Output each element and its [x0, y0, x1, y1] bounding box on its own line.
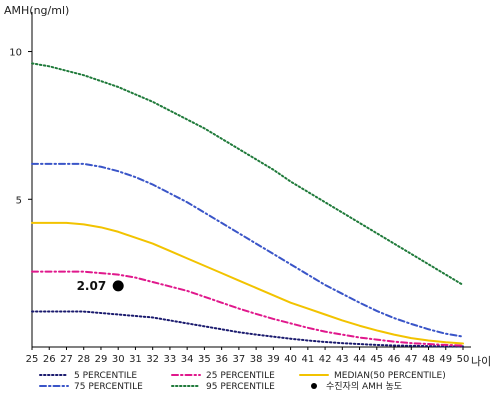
x-tick-label: 47	[405, 354, 418, 365]
series-line-5	[31, 62, 464, 286]
axes	[31, 12, 471, 348]
legend-label-patient: 수진자의 AMH 농도	[326, 381, 402, 392]
patient-marker: 2.07	[77, 279, 124, 293]
x-tick-label: 41	[301, 354, 314, 365]
x-tick-label: 49	[439, 354, 452, 365]
x-tick-label: 40	[284, 354, 297, 365]
x-tick-label: 48	[422, 354, 435, 365]
x-tick-label: 43	[336, 354, 349, 365]
patient-value-label: 2.07	[77, 279, 107, 293]
legend-label-3: MEDIAN(50 PERCENTILE)	[334, 371, 446, 381]
x-tick-label: 25	[26, 354, 39, 365]
patient-point	[112, 280, 124, 292]
x-ticks: 25 26 27 28 29 30 31 32 33 34 35 36 37 38 39 40 41 42 43 44…	[26, 347, 470, 365]
legend: 5 PERCENTILE 25 PERCENTILE MEDIAN(50 PERCE…	[39, 371, 446, 392]
series-line-2	[31, 270, 464, 347]
x-tick-label: 44	[353, 354, 366, 365]
y-tick-label: 10	[9, 48, 22, 59]
x-tick-label: 35	[198, 354, 211, 365]
x-tick-label: 30	[112, 354, 125, 365]
x-tick-label: 29	[95, 354, 108, 365]
series-line-4	[31, 162, 464, 338]
x-tick-label: 31	[129, 354, 142, 365]
legend-swatch-patient	[311, 383, 317, 389]
x-tick-label: 38	[250, 354, 263, 365]
series-lines	[31, 62, 464, 348]
x-tick-label: 42	[319, 354, 332, 365]
x-tick-label: 39	[267, 354, 280, 365]
x-tick-label: 46	[388, 354, 401, 365]
legend-label-2: 25 PERCENTILE	[206, 371, 275, 381]
x-tick-label: 27	[60, 354, 73, 365]
legend-label-4: 75 PERCENTILE	[74, 382, 143, 392]
x-axis-title: 나이	[471, 355, 491, 368]
x-tick-label: 32	[146, 354, 159, 365]
x-tick-label: 36	[215, 354, 228, 365]
x-tick-label: 45	[370, 354, 383, 365]
y-tick-label: 5	[16, 195, 22, 206]
legend-label-1: 5 PERCENTILE	[74, 371, 137, 381]
legend-label-5: 95 PERCENTILE	[206, 382, 275, 392]
x-tick-label: 37	[233, 354, 246, 365]
y-axis-title: AMH(ng/ml)	[4, 4, 69, 17]
x-tick-label: 50	[457, 354, 470, 365]
x-tick-label: 28	[77, 354, 90, 365]
y-ticks: 5 10	[9, 48, 32, 206]
series-line-1	[31, 310, 464, 348]
x-tick-label: 26	[43, 354, 56, 365]
x-tick-label: 33	[164, 354, 177, 365]
x-tick-label: 34	[181, 354, 194, 365]
series-line-3	[31, 221, 464, 345]
